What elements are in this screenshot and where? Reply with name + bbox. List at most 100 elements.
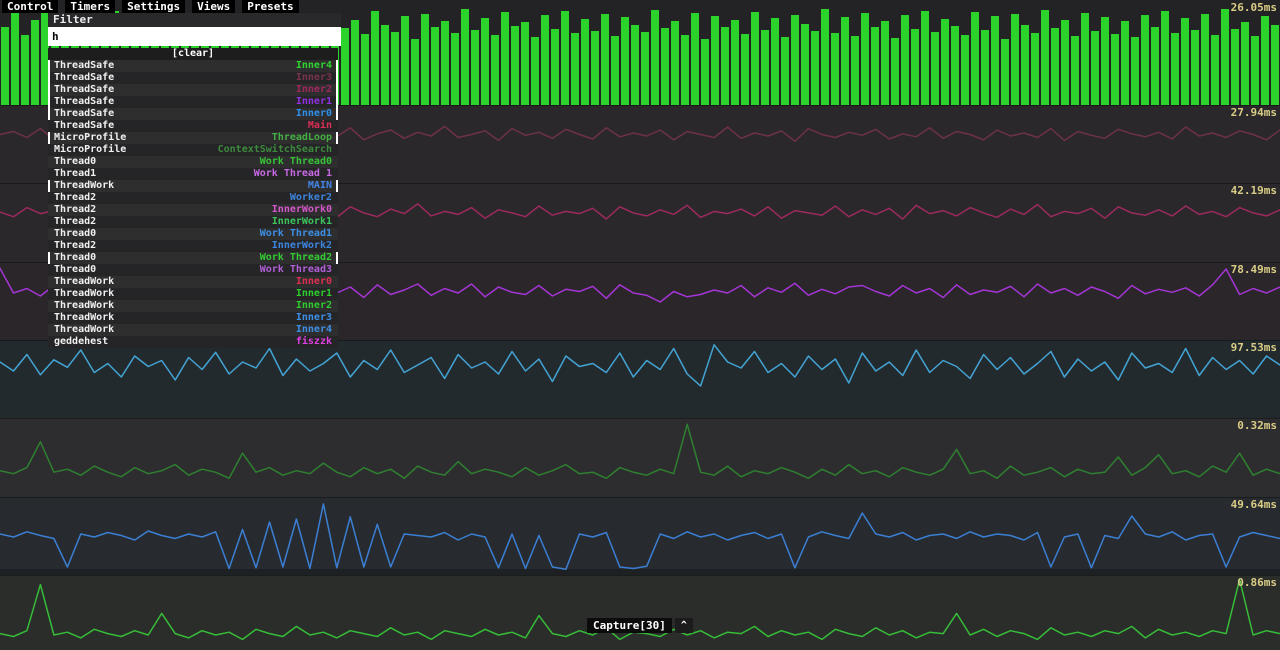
timer-thread-name: ThreadSafe xyxy=(54,96,115,107)
timer-thread-name: Thread2 xyxy=(54,216,97,227)
timer-thread-name: Thread0 xyxy=(54,252,97,263)
timer-row-geddehest-fiszzk[interactable]: geddehest fiszzk xyxy=(48,336,338,348)
timer-thread-name: Thread2 xyxy=(54,192,97,203)
timer-name: Work Thread1 xyxy=(259,228,332,239)
lane-max-time-label: 0.32ms xyxy=(1237,419,1277,432)
timer-row-threadwork-main[interactable]: ThreadWork MAIN xyxy=(48,180,338,192)
graphed-marker-right xyxy=(336,96,338,108)
timer-row-microprofile-contextswitchsearch[interactable]: MicroProfile ContextSwitchSearch xyxy=(48,144,338,156)
timer-name: Inner4 xyxy=(295,60,332,71)
timer-name: Inner2 xyxy=(295,84,332,95)
graphed-marker-right xyxy=(336,180,338,192)
timer-row-microprofile-threadloop[interactable]: MicroProfile ThreadLoop xyxy=(48,132,338,144)
timer-thread-name: ThreadWork xyxy=(54,312,115,323)
timer-name: InnerWork2 xyxy=(271,240,332,251)
timer-name: Inner4 xyxy=(295,324,332,335)
graphed-marker-left xyxy=(48,72,50,84)
graphed-marker-left xyxy=(48,60,50,72)
timer-row-threadwork-inner4[interactable]: ThreadWork Inner4 xyxy=(48,324,338,336)
graphed-marker-right xyxy=(336,108,338,120)
menu-item-control[interactable]: Control xyxy=(2,0,59,13)
lane-max-time-label: 27.94ms xyxy=(1230,106,1277,119)
timer-name: Inner2 xyxy=(295,300,332,311)
menu-bar: Control Timers Settings Views Presets xyxy=(2,0,299,13)
timer-thread-name: ThreadWork xyxy=(54,180,115,191)
timer-name: MAIN xyxy=(307,180,332,191)
timer-name: Work Thread3 xyxy=(259,264,332,275)
timer-row-threadsafe-inner1[interactable]: ThreadSafe Inner1 xyxy=(48,96,338,108)
timer-row-thread0-work-thread3[interactable]: Thread0 Work Thread3 xyxy=(48,264,338,276)
timer-row-thread0-work-thread2[interactable]: Thread0 Work Thread2 xyxy=(48,252,338,264)
timer-row-thread2-innerwork0[interactable]: Thread2 InnerWork0 xyxy=(48,204,338,216)
timer-thread-name: ThreadWork xyxy=(54,288,115,299)
timer-thread-name: ThreadSafe xyxy=(54,108,115,119)
timer-thread-name: Thread2 xyxy=(54,204,97,215)
timer-name: InnerWork1 xyxy=(271,216,332,227)
timer-name: Worker2 xyxy=(289,192,332,203)
graphed-marker-right xyxy=(336,132,338,144)
menu-item-timers[interactable]: Timers xyxy=(65,0,116,13)
timer-name: Work Thread2 xyxy=(259,252,332,263)
filter-label: Filter xyxy=(48,13,341,27)
timer-thread-name: ThreadWork xyxy=(54,324,115,335)
timer-row-threadwork-inner1[interactable]: ThreadWork Inner1 xyxy=(48,288,338,300)
lane-max-time-label: 78.49ms xyxy=(1230,263,1277,276)
timer-name: ThreadLoop xyxy=(271,132,332,143)
graphed-marker-left xyxy=(48,132,50,144)
capture-control: Capture[30] ^ xyxy=(587,618,693,633)
graphed-marker-left xyxy=(48,96,50,108)
capture-expand-button[interactable]: ^ xyxy=(674,618,693,633)
timer-name: Inner0 xyxy=(295,108,332,119)
menu-item-presets[interactable]: Presets xyxy=(242,0,299,13)
graphed-marker-left xyxy=(48,180,50,192)
lane-max-time-label: 49.64ms xyxy=(1230,498,1277,511)
lane-max-time-label: 42.19ms xyxy=(1230,184,1277,197)
timer-row-threadsafe-main[interactable]: ThreadSafe Main xyxy=(48,120,338,132)
timer-row-thread2-worker2[interactable]: Thread2 Worker2 xyxy=(48,192,338,204)
clear-filter-item[interactable]: [clear] xyxy=(48,48,338,60)
timer-dropdown-list: [clear] ThreadSafe Inner4 ThreadSafe Inner3… xyxy=(48,48,338,348)
graphed-marker-right xyxy=(336,72,338,84)
timer-thread-name: geddehest xyxy=(54,336,109,347)
timer-name: fiszzk xyxy=(295,336,332,347)
timer-row-threadwork-inner0[interactable]: ThreadWork Inner0 xyxy=(48,276,338,288)
graphed-marker-right xyxy=(336,84,338,96)
timer-row-thread0-work-thread0[interactable]: Thread0 Work Thread0 xyxy=(48,156,338,168)
timer-thread-name: Thread0 xyxy=(54,156,97,167)
timer-row-thread2-innerwork2[interactable]: Thread2 InnerWork2 xyxy=(48,240,338,252)
menu-item-settings[interactable]: Settings xyxy=(122,0,186,13)
timer-row-threadsafe-inner2[interactable]: ThreadSafe Inner2 xyxy=(48,84,338,96)
timer-row-threadsafe-inner3[interactable]: ThreadSafe Inner3 xyxy=(48,72,338,84)
timer-thread-name: MicroProfile xyxy=(54,132,127,143)
timer-name: Inner3 xyxy=(295,312,332,323)
graphed-marker-left xyxy=(48,84,50,96)
timer-row-thread0-work-thread1[interactable]: Thread0 Work Thread1 xyxy=(48,228,338,240)
timer-row-thread2-innerwork1[interactable]: Thread2 InnerWork1 xyxy=(48,216,338,228)
timer-thread-name: ThreadSafe xyxy=(54,120,115,131)
graphed-marker-right xyxy=(336,60,338,72)
timer-name: InnerWork0 xyxy=(271,204,332,215)
timer-row-threadwork-inner3[interactable]: ThreadWork Inner3 xyxy=(48,312,338,324)
lane-max-time-label: 97.53ms xyxy=(1230,341,1277,354)
timer-thread-name: MicroProfile xyxy=(54,144,127,155)
timer-row-threadsafe-inner0[interactable]: ThreadSafe Inner0 xyxy=(48,108,338,120)
timer-thread-name: ThreadSafe xyxy=(54,60,115,71)
capture-button[interactable]: Capture[30] xyxy=(587,618,672,633)
graphed-marker-left xyxy=(48,108,50,120)
timer-thread-name: Thread0 xyxy=(54,228,97,239)
timer-name: Main xyxy=(307,120,332,131)
timer-row-threadsafe-inner4[interactable]: ThreadSafe Inner4 xyxy=(48,60,338,72)
timer-filter-panel: Filter [clear] ThreadSafeInner4ThreadSaf… xyxy=(48,13,341,348)
timer-row-threadwork-inner2[interactable]: ThreadWork Inner2 xyxy=(48,300,338,312)
lane-max-time-label: 26.05ms xyxy=(1230,1,1277,14)
timer-name: Inner3 xyxy=(295,72,332,83)
timer-name: Work Thread 1 xyxy=(253,168,332,179)
timer-name: Inner1 xyxy=(295,288,332,299)
timer-thread-name: ThreadWork xyxy=(54,276,115,287)
timer-name: Inner1 xyxy=(295,96,332,107)
timer-row-thread1-work-thread-1[interactable]: Thread1 Work Thread 1 xyxy=(48,168,338,180)
menu-item-views[interactable]: Views xyxy=(192,0,236,13)
filter-input[interactable] xyxy=(48,27,341,46)
